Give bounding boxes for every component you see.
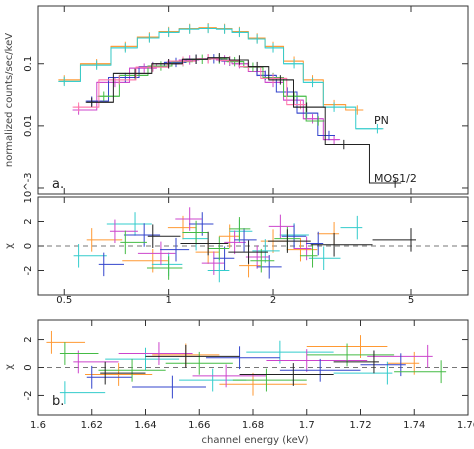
series-6 — [85, 53, 402, 188]
series-4 — [59, 342, 447, 392]
panel-label-b: b. — [52, 394, 64, 409]
x-tick-label: 1.72 — [349, 420, 371, 431]
y-tick-label: 0 — [23, 364, 34, 370]
x-tick-label: 1.7 — [299, 420, 315, 431]
y-tick-label: 2 — [23, 218, 34, 224]
plot-frame — [37, 5, 469, 195]
x-tick-label: 5 — [408, 295, 414, 306]
y-tick-label: 0 — [23, 243, 34, 249]
y-tick-label: 10^-3 — [23, 172, 34, 203]
y-tick-label: 0.1 — [23, 56, 34, 72]
series-0 — [46, 330, 420, 396]
model-step-line — [85, 58, 335, 136]
series-5 — [100, 344, 379, 386]
series-1 — [73, 212, 363, 283]
y-tick-label: -2 — [23, 266, 34, 276]
series-5 — [147, 224, 417, 264]
panel-label-a: a. — [52, 177, 64, 192]
series-1 — [58, 23, 384, 134]
y-axis-label-residual-b: χ — [4, 364, 15, 370]
x-tick-label: 1.66 — [188, 420, 210, 431]
y-tick-label: 2 — [23, 336, 34, 342]
annotation-mos: MOS1/2 — [374, 172, 417, 185]
series-3 — [85, 54, 335, 141]
x-tick-label: 1.64 — [134, 420, 156, 431]
series-2 — [72, 54, 341, 145]
x-tick-label: 1.6 — [30, 420, 46, 431]
x-tick-label: 2 — [270, 295, 276, 306]
x-tick-label: 1.74 — [403, 420, 425, 431]
annotation-pn: PN — [374, 114, 389, 127]
residual-panel-b: 1.6 1.62 1.64 1.66 1.68 1.7 1.72 1.74 1.76 2 0 -2 — [23, 319, 474, 431]
model-step-line — [72, 58, 307, 108]
spectrum-panel: 0.1 0.01 10^-3 — [23, 5, 469, 204]
model-step-line — [85, 57, 402, 184]
y-axis-label-spectrum: normalized counts/sec/keV — [4, 33, 15, 167]
series-0 — [86, 215, 340, 278]
series-2 — [73, 342, 433, 388]
y-tick-label: -2 — [23, 390, 34, 400]
x-tick-label: 1.76 — [457, 420, 474, 431]
x-tick-label: 1.68 — [242, 420, 264, 431]
residual-panel-a: 0.5 1 2 5 2 0 -2 — [23, 196, 469, 306]
series-2 — [109, 207, 312, 275]
series-3 — [86, 346, 406, 399]
series-4 — [97, 54, 325, 126]
model-step-line — [58, 27, 384, 130]
series-3 — [98, 212, 324, 279]
y-axis-label-residual-a: χ — [4, 243, 15, 249]
model-step-line — [72, 58, 341, 141]
y-tick-label: 0.01 — [23, 115, 34, 137]
x-axis-label: channel energy (keV) — [201, 435, 308, 446]
x-tick-label: 1 — [165, 295, 171, 306]
x-tick-label: 1.62 — [81, 420, 103, 431]
x-tick-label: 0.5 — [56, 295, 72, 306]
